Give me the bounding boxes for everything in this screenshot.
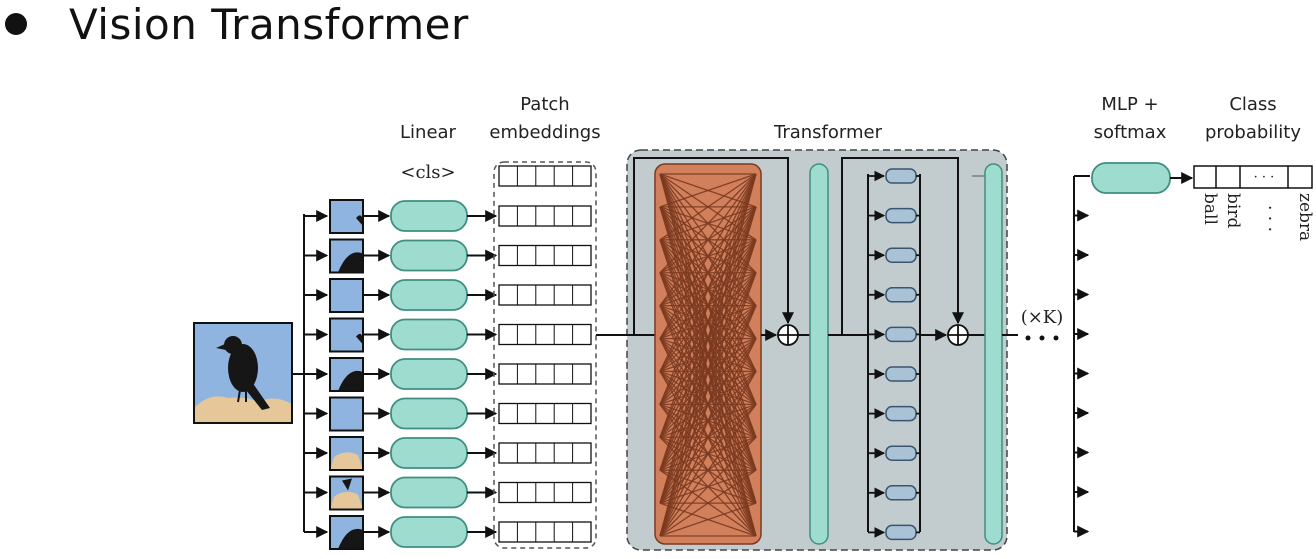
image-patch-icon	[329, 238, 364, 274]
output-token-arrows	[1074, 175, 1090, 538]
embedding-rows	[498, 165, 592, 543]
patch-row	[304, 396, 498, 432]
class-probability-ellipsis: · · ·	[1254, 170, 1275, 185]
residual-connection-1	[633, 157, 794, 335]
linear-projection-box	[390, 397, 468, 430]
patch-row	[304, 475, 498, 511]
embedding-vector	[498, 284, 592, 306]
linear-projection-box	[390, 516, 468, 548]
mlp-softmax-head	[1091, 162, 1171, 194]
mlp-unit	[868, 445, 920, 461]
mlp-unit	[868, 168, 920, 184]
slide-title-text: Vision Transformer	[69, 0, 469, 49]
embedding-vector	[498, 442, 592, 464]
add-icon-2	[947, 324, 969, 346]
class-labels: ball bird · · · zebra	[1200, 193, 1315, 241]
repeat-dots-icon	[1025, 335, 1059, 341]
linear-label: Linear	[400, 122, 457, 143]
embedding-vector	[498, 165, 592, 187]
patch-embeddings-group	[493, 161, 597, 549]
embedding-vector	[498, 205, 592, 227]
class-label: · · ·	[1259, 205, 1279, 232]
linear-projection-box	[390, 476, 468, 509]
layer-norm-1	[809, 163, 829, 545]
class-probability-label-2: probability	[1205, 122, 1301, 143]
embedding-vector	[498, 481, 592, 504]
image-patch-icon	[329, 515, 364, 550]
patch-row	[304, 515, 498, 550]
image-patch-icon	[329, 278, 364, 313]
mlp-units	[868, 168, 920, 541]
linear-projection-box	[390, 318, 468, 351]
linear-projection-box	[390, 358, 468, 390]
attention-connections	[659, 173, 757, 537]
class-label: zebra	[1295, 193, 1315, 241]
linear-projection-box	[390, 200, 468, 232]
image-patch-icon	[329, 436, 364, 471]
mlp-unit	[868, 524, 920, 541]
mlp-softmax-label-2: softmax	[1094, 122, 1167, 143]
embedding-vector	[498, 402, 592, 425]
mlp-softmax-label-1: MLP +	[1101, 94, 1158, 115]
transformer-label: Transformer	[773, 122, 883, 143]
patch-row	[304, 357, 498, 392]
image-patch-icon	[329, 475, 364, 511]
patch-row	[304, 317, 498, 353]
bullet-icon	[5, 13, 27, 35]
embedding-vector	[498, 521, 592, 543]
image-patch-icon	[329, 317, 364, 353]
linear-projection-box	[390, 239, 468, 272]
class-label: bird	[1223, 193, 1243, 228]
embedding-vector	[498, 244, 592, 267]
add-icon-1	[777, 324, 799, 346]
patch-row	[304, 278, 498, 313]
slide-title: Vision Transformer	[0, 0, 469, 49]
mlp-unit	[868, 207, 920, 224]
bird-photo-icon	[193, 322, 293, 424]
cls-token-label: <cls>	[400, 162, 455, 183]
patch-row	[304, 238, 498, 274]
embedding-vector	[498, 323, 592, 346]
patch-row	[304, 436, 498, 471]
mlp-unit	[868, 326, 920, 343]
image-patch-icon	[329, 396, 364, 432]
mlp-unit	[868, 485, 920, 501]
linear-projection-box	[390, 437, 468, 469]
image-patch-icon	[329, 357, 364, 392]
class-probability-label-1: Class	[1229, 94, 1276, 115]
patch-embeddings-label-2: embeddings	[489, 122, 600, 143]
class-probability-vector	[1193, 165, 1313, 189]
patch-rows	[304, 199, 498, 550]
image-patch-icon	[329, 199, 364, 234]
class-label: ball	[1200, 193, 1220, 225]
mlp-unit	[868, 247, 920, 263]
embedding-vector	[498, 363, 592, 385]
mlp-unit	[868, 366, 920, 382]
patch-row	[304, 199, 498, 234]
repeat-k-label: (×K)	[1021, 307, 1064, 328]
patch-embeddings-label-1: Patch	[520, 94, 569, 115]
layer-norm-2	[984, 163, 1003, 545]
mlp-unit	[868, 287, 920, 303]
mlp-unit	[868, 405, 920, 422]
residual-connection-2	[841, 157, 964, 335]
linear-projection-box	[390, 279, 468, 311]
